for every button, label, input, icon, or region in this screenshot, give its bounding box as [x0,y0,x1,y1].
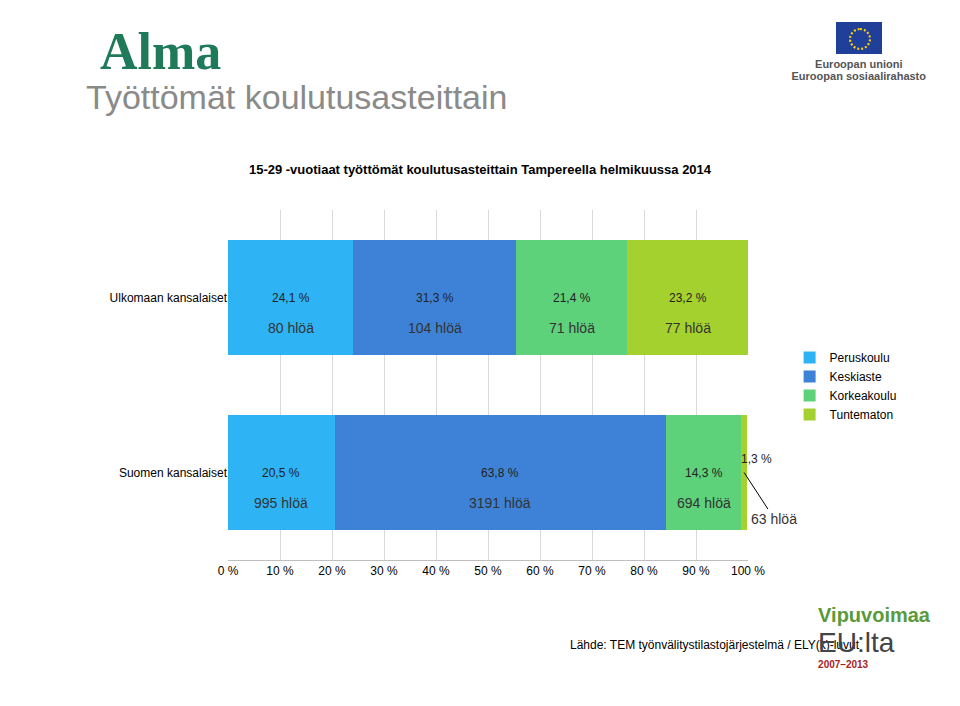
svg-text:50 %: 50 % [474,564,502,578]
svg-text:71 hlöä: 71 hlöä [549,320,595,336]
svg-text:20 %: 20 % [318,564,346,578]
svg-text:21,4 %: 21,4 % [553,291,591,305]
svg-text:Ulkomaan kansalaiset: Ulkomaan kansalaiset [110,291,228,305]
html-text:2007–2013: 2007–2013 [818,659,869,670]
svg-text:14,3 %: 14,3 % [685,466,723,480]
svg-text:20,5 %: 20,5 % [262,466,300,480]
html-text:Alma: Alma [100,23,222,80]
svg-text:80 hlöä: 80 hlöä [268,320,314,336]
svg-text:63,8 %: 63,8 % [481,466,519,480]
svg-text:24,1 %: 24,1 % [272,291,310,305]
svg-text:1,3 %: 1,3 % [741,452,772,466]
svg-text:995 hlöä: 995 hlöä [254,495,308,511]
svg-text:23,2 %: 23,2 % [669,291,707,305]
svg-text:0 %: 0 % [218,564,239,578]
svg-text:30 %: 30 % [370,564,398,578]
svg-text:Suomen kansalaiset: Suomen kansalaiset [119,466,228,480]
svg-text:77 hlöä: 77 hlöä [665,320,711,336]
html-text:EU:lta: EU:lta [818,627,895,658]
html-text:Lähde: TEM työnvälitystilastoj: Lähde: TEM työnvälitystilastojärjestelmä… [570,638,859,652]
svg-text:40 %: 40 % [422,564,450,578]
html-text:Työttömät koulutusasteittain: Työttömät koulutusasteittain [86,78,508,116]
svg-text:90 %: 90 % [682,564,710,578]
svg-text:3191 hlöä: 3191 hlöä [469,495,531,511]
svg-text:70 %: 70 % [578,564,606,578]
svg-text:Peruskoulu: Peruskoulu [830,351,890,365]
svg-text:Tuntematon: Tuntematon [830,408,894,422]
svg-text:80 %: 80 % [630,564,658,578]
svg-text:104 hlöä: 104 hlöä [408,320,462,336]
svg-text:Keskiaste: Keskiaste [830,370,882,384]
svg-text:15-29 -vuotiaat työttömät koul: 15-29 -vuotiaat työttömät koulutusasteit… [249,162,712,177]
svg-text:Korkeakoulu: Korkeakoulu [830,389,897,403]
svg-text:60 %: 60 % [526,564,554,578]
svg-text:31,3 %: 31,3 % [416,291,454,305]
html-text:Euroopan sosiaalirahasto: Euroopan sosiaalirahasto [791,70,926,82]
svg-text:100 %: 100 % [731,564,765,578]
svg-text:694 hlöä: 694 hlöä [677,495,731,511]
html-text:Vipuvoimaa: Vipuvoimaa [818,604,930,626]
html-text:Euroopan unioni: Euroopan unioni [815,58,903,70]
svg-text:63 hlöä: 63 hlöä [751,511,797,527]
svg-text:10 %: 10 % [266,564,294,578]
